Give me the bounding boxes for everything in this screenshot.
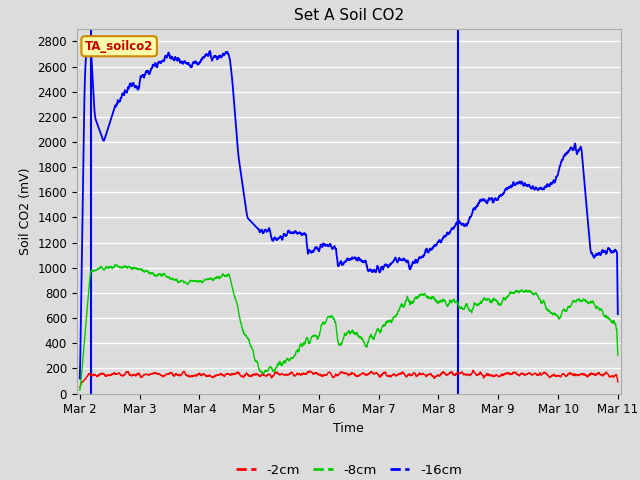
Title: Set A Soil CO2: Set A Soil CO2 <box>294 9 404 24</box>
Y-axis label: Soil CO2 (mV): Soil CO2 (mV) <box>19 168 32 255</box>
X-axis label: Time: Time <box>333 422 364 435</box>
Text: TA_soilco2: TA_soilco2 <box>85 40 154 53</box>
Legend: -2cm, -8cm, -16cm: -2cm, -8cm, -16cm <box>230 458 467 480</box>
